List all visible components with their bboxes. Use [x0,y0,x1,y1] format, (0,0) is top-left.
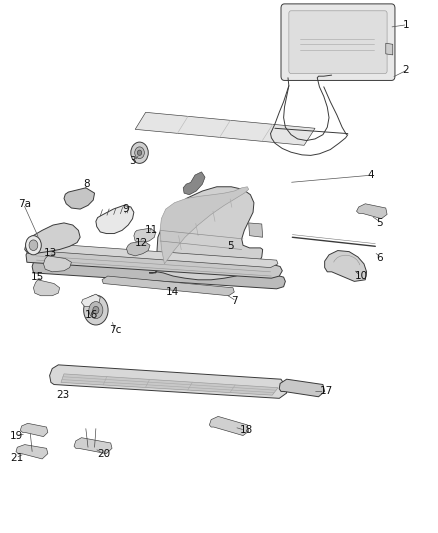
Polygon shape [20,423,48,437]
Text: 7: 7 [231,296,238,306]
Text: 17: 17 [319,386,333,397]
Text: 5: 5 [227,241,233,251]
Polygon shape [81,294,100,306]
Text: 18: 18 [240,425,253,435]
Text: 7a: 7a [18,199,31,209]
Polygon shape [149,187,263,280]
Text: 13: 13 [43,248,57,258]
Text: 4: 4 [367,170,374,180]
Polygon shape [183,172,205,195]
Text: 7c: 7c [109,325,121,335]
Polygon shape [325,251,367,281]
Circle shape [138,150,142,156]
Circle shape [135,147,145,159]
Text: 14: 14 [166,287,179,297]
Text: 3: 3 [130,156,136,166]
Polygon shape [135,112,315,146]
Polygon shape [209,416,249,435]
Polygon shape [26,248,283,278]
Polygon shape [74,438,112,454]
Circle shape [84,295,108,325]
Text: 21: 21 [11,453,24,463]
Text: 19: 19 [11,431,24,441]
Circle shape [131,142,148,164]
Circle shape [29,240,38,251]
Polygon shape [134,228,155,243]
FancyBboxPatch shape [289,11,387,74]
Text: 1: 1 [403,20,409,30]
Polygon shape [127,241,150,256]
Polygon shape [25,223,80,253]
Circle shape [25,236,41,255]
Text: 8: 8 [83,179,89,189]
Polygon shape [64,188,95,209]
Text: 5: 5 [376,218,383,228]
Polygon shape [160,187,249,264]
Polygon shape [16,445,48,459]
Text: 10: 10 [355,271,368,281]
Polygon shape [279,379,325,397]
Circle shape [93,306,99,314]
Polygon shape [102,276,234,296]
Text: 16: 16 [85,310,98,320]
Polygon shape [386,43,393,55]
Polygon shape [96,205,134,233]
Text: 12: 12 [135,238,148,248]
Polygon shape [33,280,60,296]
Text: 23: 23 [57,390,70,400]
Text: 20: 20 [98,449,111,458]
Polygon shape [249,223,263,237]
Polygon shape [49,365,287,398]
Text: 11: 11 [145,225,158,236]
Text: 6: 6 [376,253,383,263]
Polygon shape [32,257,286,289]
Text: 9: 9 [122,204,129,214]
Polygon shape [49,244,278,268]
Text: 2: 2 [403,65,409,75]
Text: 15: 15 [30,272,44,282]
Polygon shape [61,374,278,395]
Polygon shape [357,204,387,219]
Polygon shape [43,256,71,272]
FancyBboxPatch shape [281,4,395,80]
Circle shape [89,302,103,319]
